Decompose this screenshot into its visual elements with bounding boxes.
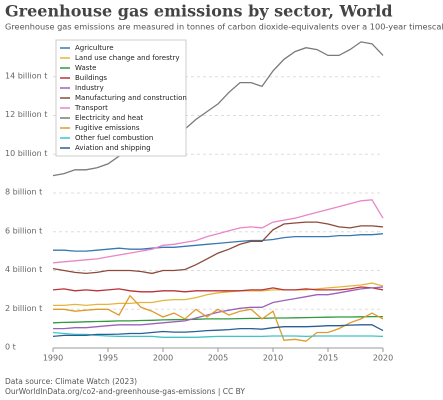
series-line bbox=[52, 315, 383, 324]
source: Data source: Climate Watch (2023) bbox=[5, 377, 137, 386]
x-tick-label: 2020 bbox=[373, 354, 393, 363]
legend: Agriculture Land use change and forestry W… bbox=[55, 39, 187, 157]
x-tick-label: 2010 bbox=[263, 354, 283, 363]
series-line bbox=[52, 221, 384, 275]
series-line bbox=[53, 233, 384, 252]
x-tick-label: 2015 bbox=[318, 354, 338, 363]
legend-label: Fugitive emissions bbox=[75, 124, 140, 132]
series-line bbox=[53, 294, 384, 342]
legend-label: Buildings bbox=[75, 74, 107, 82]
y-tick-label: 4 billion t bbox=[5, 265, 42, 274]
y-tick-label: 12 billion t bbox=[5, 110, 47, 119]
legend-label: Electricity and heat bbox=[75, 114, 143, 122]
chart-title: Greenhouse gas emissions by sector, Worl… bbox=[5, 2, 393, 21]
source-url: OurWorldInData.org/co2-and-greenhouse-ga… bbox=[5, 387, 245, 396]
y-tick-label: 6 billion t bbox=[5, 226, 42, 235]
x-tick-label: 1990 bbox=[43, 354, 63, 363]
x-tick-label: 1995 bbox=[98, 354, 118, 363]
legend-label: Transport bbox=[74, 104, 108, 112]
series-line bbox=[53, 286, 384, 330]
x-tick-label: 2005 bbox=[208, 354, 228, 363]
y-tick-label: 0 t bbox=[5, 343, 16, 352]
series-line bbox=[52, 331, 384, 338]
y-tick-label: 8 billion t bbox=[5, 188, 42, 197]
series-line bbox=[52, 324, 384, 338]
x-tick-label: 2000 bbox=[153, 354, 173, 363]
y-tick-label: 2 billion t bbox=[5, 304, 42, 313]
legend-box bbox=[55, 39, 187, 157]
legend-label: Manufacturing and construction bbox=[75, 94, 187, 102]
chart-subtitle: Greenhouse gas emissions are measured in… bbox=[5, 22, 443, 32]
legend-label: Industry bbox=[75, 84, 104, 92]
y-tick-label: 10 billion t bbox=[5, 149, 47, 158]
legend-label: Agriculture bbox=[75, 44, 114, 52]
legend-label: Waste bbox=[75, 64, 96, 72]
series-line bbox=[52, 199, 384, 264]
series-line bbox=[52, 286, 384, 293]
legend-label: Land use change and forestry bbox=[75, 54, 179, 62]
legend-label: Aviation and shipping bbox=[75, 144, 151, 152]
y-tick-label: 14 billion t bbox=[5, 71, 47, 80]
series-line bbox=[53, 282, 384, 307]
series-line bbox=[52, 41, 384, 177]
legend-label: Other fuel combustion bbox=[75, 134, 153, 142]
